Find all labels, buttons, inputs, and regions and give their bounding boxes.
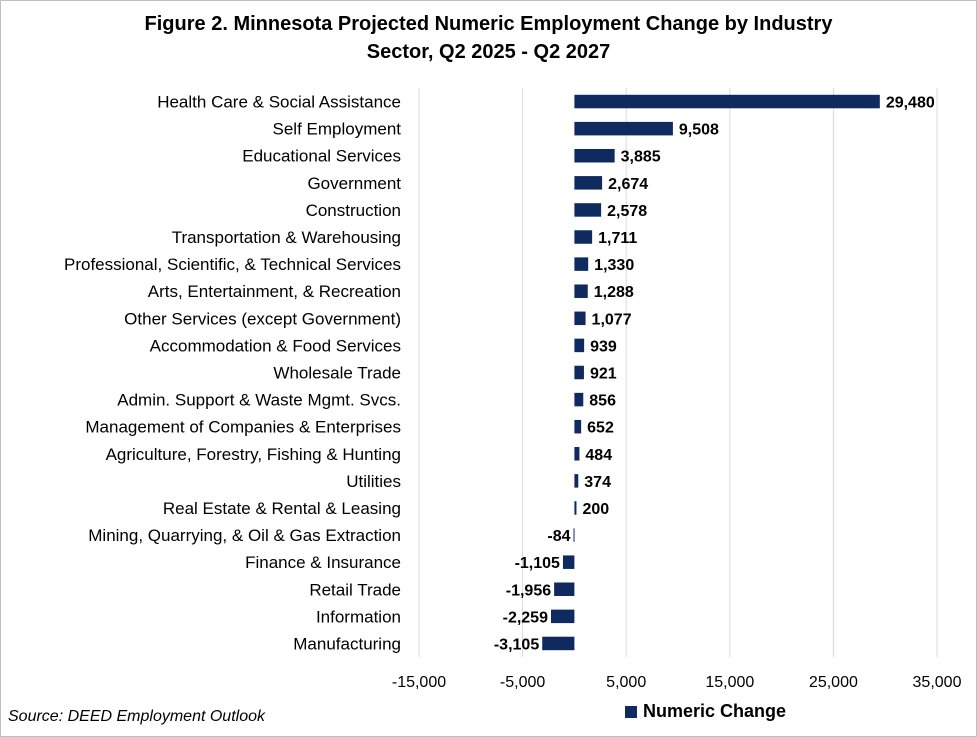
bar [574, 121, 673, 136]
bar [574, 176, 603, 190]
data-label: 856 [589, 393, 616, 410]
category-label: Government [307, 174, 401, 193]
bar [554, 582, 575, 597]
category-label: Wholesale Trade [273, 364, 401, 383]
bar [574, 94, 880, 109]
bar [542, 636, 575, 651]
category-label: Arts, Entertainment, & Recreation [148, 282, 401, 301]
data-label: 1,330 [594, 257, 634, 274]
category-label: Self Employment [273, 120, 402, 139]
category-label: Finance & Insurance [245, 553, 401, 572]
bar [574, 311, 586, 326]
x-tick-label: 35,000 [913, 674, 962, 691]
x-tick-label: 15,000 [705, 674, 754, 691]
bar [550, 609, 575, 624]
x-tick-label: 5,000 [606, 674, 646, 691]
legend: Numeric Change [625, 701, 786, 722]
category-label: Construction [306, 201, 401, 220]
bar [574, 284, 588, 298]
legend-label: Numeric Change [643, 701, 787, 721]
data-label: 200 [582, 501, 609, 518]
data-label: -1,956 [506, 582, 551, 599]
data-label: 2,578 [607, 203, 647, 220]
category-label: Other Services (except Government) [124, 309, 401, 328]
category-label: Transportation & Warehousing [172, 228, 401, 247]
data-label: -84 [547, 528, 570, 545]
bar [574, 338, 585, 353]
data-label: 1,711 [598, 230, 637, 247]
category-label: Admin. Support & Waste Mgmt. Svcs. [117, 391, 401, 410]
bar [574, 392, 584, 407]
data-label: 2,674 [608, 176, 648, 193]
bar [574, 365, 584, 380]
category-label: Health Care & Social Assistance [157, 93, 401, 112]
bar [574, 501, 577, 515]
bar [574, 419, 582, 434]
bar [562, 555, 575, 569]
data-label: 1,288 [594, 284, 634, 301]
category-label: Information [316, 607, 401, 626]
data-label: -1,105 [515, 555, 560, 572]
category-label: Real Estate & Rental & Leasing [163, 499, 401, 518]
legend-swatch [625, 705, 637, 718]
chart-source: Source: DEED Employment Outlook [8, 708, 265, 725]
data-label: 652 [587, 420, 614, 437]
data-label: 1,077 [592, 311, 632, 328]
x-tick-label: -15,000 [392, 674, 446, 691]
category-label: Accommodation & Food Services [150, 336, 401, 355]
bar [574, 474, 579, 488]
category-label: Manufacturing [293, 634, 401, 653]
bar [574, 230, 593, 244]
x-tick-label: 25,000 [809, 674, 858, 691]
data-label: 374 [584, 474, 611, 491]
chart-title-line-2: Sector, Q2 2025 - Q2 2027 [366, 41, 611, 63]
chart-title-line-1: Figure 2. Minnesota Projected Numeric Em… [144, 13, 833, 35]
category-label: Mining, Quarrying, & Oil & Gas Extractio… [88, 526, 401, 545]
category-label: Educational Services [242, 147, 401, 166]
data-label: 29,480 [886, 95, 935, 112]
category-label: Agriculture, Forestry, Fishing & Hunting [106, 445, 401, 464]
data-label: -2,259 [503, 609, 548, 626]
data-label: -3,105 [494, 636, 539, 653]
data-label: 3,885 [621, 149, 661, 166]
x-tick-label: -5,000 [500, 674, 545, 691]
category-label: Management of Companies & Enterprises [85, 418, 401, 437]
bar [574, 148, 615, 163]
bar [574, 257, 589, 271]
category-label: Professional, Scientific, & Technical Se… [64, 255, 401, 274]
data-label: 484 [585, 447, 612, 464]
category-label: Retail Trade [309, 580, 401, 599]
bar [574, 203, 602, 217]
bar [574, 447, 580, 461]
data-label: 921 [590, 366, 617, 383]
chart-title: Figure 2. Minnesota Projected Numeric Em… [0, 10, 977, 66]
bar [573, 528, 575, 542]
data-label: 9,508 [679, 122, 719, 139]
category-label: Utilities [346, 472, 401, 491]
data-label: 939 [590, 338, 617, 355]
